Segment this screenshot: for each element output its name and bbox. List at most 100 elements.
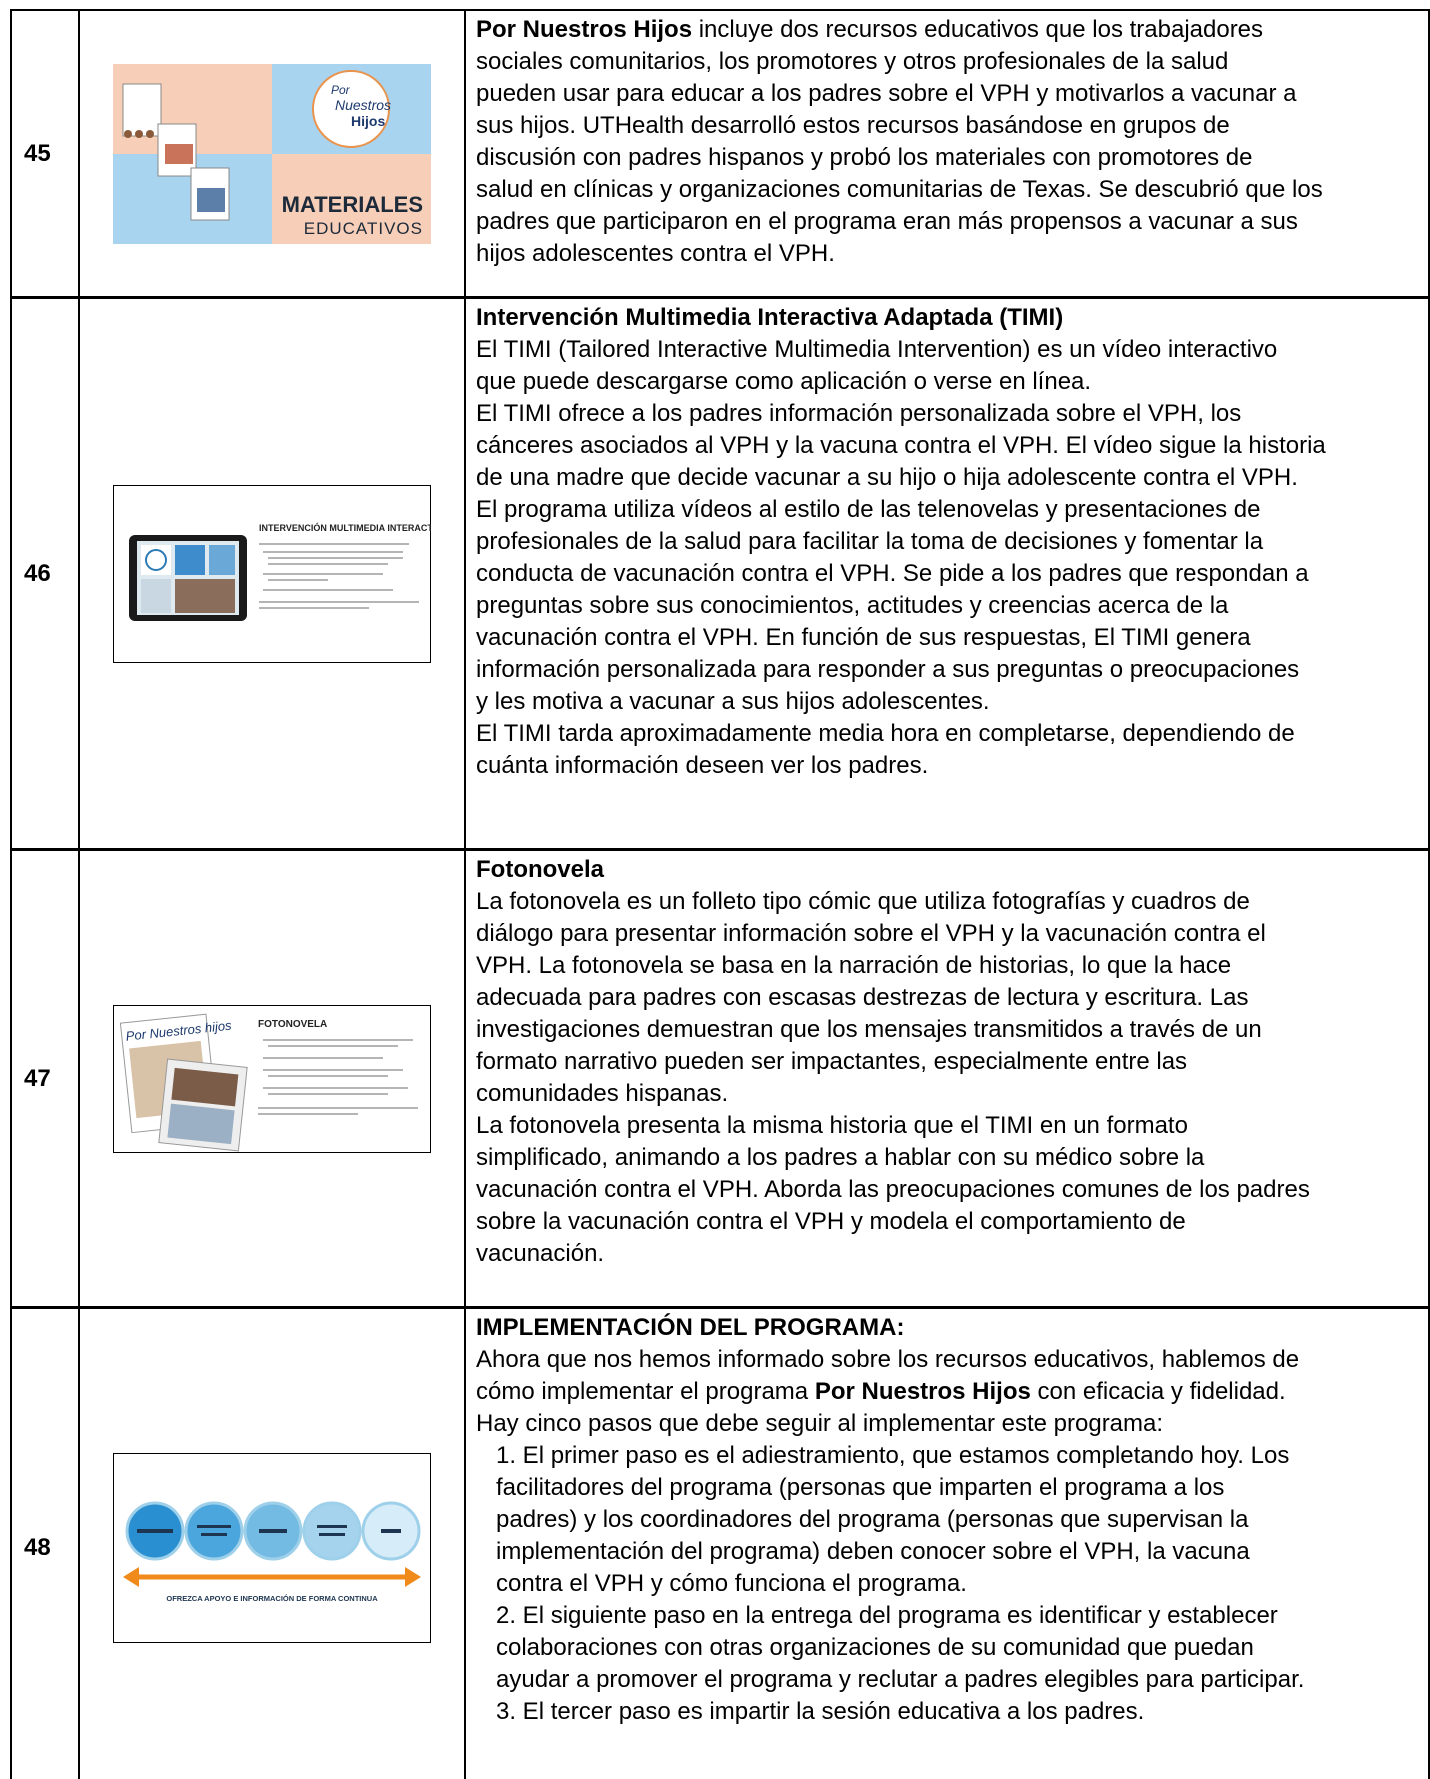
text-line: información personalizada para responder… <box>476 654 1428 686</box>
text-line: sociales comunitarios, los promotores y … <box>476 46 1428 78</box>
text-line: discusión con padres hispanos y probó lo… <box>476 142 1428 174</box>
table-row: 48 OFREZCA APOYO E INFORMACIÓN DE FORMA … <box>12 1309 1428 1779</box>
row-number: 48 <box>12 1309 80 1779</box>
text-run: y les motiva a vacunar a sus hijos adole… <box>476 688 990 715</box>
slide-subtitle: EDUCATIVOS <box>304 219 423 238</box>
text-line: 3. El tercer paso es impartir la sesión … <box>496 1696 1428 1728</box>
text-line: vacunación contra el VPH. Aborda las pre… <box>476 1174 1428 1206</box>
text-run: diálogo para presentar información sobre… <box>476 920 1266 947</box>
text-line: 1. El primer paso es el adiestramiento, … <box>496 1440 1428 1472</box>
text-run: vacunación contra el VPH. Aborda las pre… <box>476 1176 1310 1203</box>
slide-title: FOTONOVELA <box>258 1019 327 1030</box>
text-line: vacunación contra el VPH. En función de … <box>476 622 1428 654</box>
text-run: El TIMI (Tailored Interactive Multimedia… <box>476 336 1278 363</box>
text-line: preguntas sobre sus conocimientos, actit… <box>476 590 1428 622</box>
text-run: conducta de vacunación contra el VPH. Se… <box>476 560 1309 587</box>
slide-thumbnail: INTERVENCIÓN MULTIMEDIA INTERACTIVA ADAP… <box>113 484 431 663</box>
text-line: simplificado, animando a los padres a ha… <box>476 1142 1428 1174</box>
text-run: pueden usar para educar a los padres sob… <box>476 80 1297 107</box>
text-line: VPH. La fotonovela se basa en la narraci… <box>476 950 1428 982</box>
text-run: vacunación contra el VPH. En función de … <box>476 624 1251 651</box>
text-run: preguntas sobre sus conocimientos, actit… <box>476 592 1229 619</box>
table-row: 47 Por Nuestros hijos FOTONOVELA <box>12 851 1428 1309</box>
text-run: con eficacia y fidelidad. <box>1030 1378 1286 1405</box>
text-line: y les motiva a vacunar a sus hijos adole… <box>476 686 1428 718</box>
text-line: diálogo para presentar información sobre… <box>476 918 1428 950</box>
text-run: profesionales de la salud para facilitar… <box>476 528 1264 555</box>
text-run: 2. El siguiente paso en la entrega del p… <box>496 1602 1278 1629</box>
row-number: 45 <box>12 11 80 296</box>
text-run: ayudar a promover el programa y reclutar… <box>496 1666 1305 1693</box>
bold-text: Intervención Multimedia Interactiva Adap… <box>476 304 1064 331</box>
text-run: simplificado, animando a los padres a ha… <box>476 1144 1205 1171</box>
text-run: comunidades hispanas. <box>476 1080 729 1107</box>
table-row: 46 INTERVENCIÓN MULTIMEDIA INTERACTIVA A… <box>12 299 1428 851</box>
text-run: La fotonovela presenta la misma historia… <box>476 1112 1188 1139</box>
logo-text: Por <box>331 83 351 97</box>
text-run: contra el VPH y cómo funciona el program… <box>496 1570 967 1597</box>
text-line: Por Nuestros Hijos incluye dos recursos … <box>476 14 1428 46</box>
row-number: 47 <box>12 851 80 1306</box>
text-run: 3. El tercer paso es impartir la sesión … <box>496 1698 1145 1725</box>
text-run: El programa utiliza vídeos al estilo de … <box>476 496 1261 523</box>
text-line: Intervención Multimedia Interactiva Adap… <box>476 302 1428 334</box>
text-line: adecuada para padres con escasas destrez… <box>476 982 1428 1014</box>
slide-caption: OFREZCA APOYO E INFORMACIÓN DE FORMA CON… <box>166 1594 378 1603</box>
text-run: padres) y los coordinadores del programa… <box>496 1506 1249 1533</box>
bold-text: IMPLEMENTACIÓN DEL PROGRAMA: <box>476 1314 905 1341</box>
text-line: salud en clínicas y organizaciones comun… <box>476 174 1428 206</box>
slide-title: INTERVENCIÓN MULTIMEDIA INTERACTIVA ADAP… <box>259 522 431 533</box>
description: Por Nuestros Hijos incluye dos recursos … <box>466 11 1428 296</box>
text-run: que puede descargarse como aplicación o … <box>476 368 1092 395</box>
text-line: vacunación. <box>476 1238 1428 1270</box>
text-line: hijos adolescentes contra el VPH. <box>476 238 1428 270</box>
description: Intervención Multimedia Interactiva Adap… <box>466 299 1428 848</box>
text-run: sobre la vacunación contra el VPH y mode… <box>476 1208 1186 1235</box>
text-line: Hay cinco pasos que debe seguir al imple… <box>476 1408 1428 1440</box>
text-line: padres que participaron en el programa e… <box>476 206 1428 238</box>
text-run: VPH. La fotonovela se basa en la narraci… <box>476 952 1232 979</box>
text-line: sus hijos. UTHealth desarrolló estos rec… <box>476 110 1428 142</box>
text-run: colaboraciones con otras organizaciones … <box>496 1634 1254 1661</box>
table: 45 Por Nuestros Hijos MATERIALES EDUCATI… <box>10 9 1430 1779</box>
text-run: sociales comunitarios, los promotores y … <box>476 48 1229 75</box>
thumbnail-cell: Por Nuestros hijos FOTONOVELA <box>80 851 466 1306</box>
text-line: pueden usar para educar a los padres sob… <box>476 78 1428 110</box>
text-run: Hay cinco pasos que debe seguir al imple… <box>476 1410 1164 1437</box>
description: IMPLEMENTACIÓN DEL PROGRAMA: Ahora que no… <box>466 1309 1428 1779</box>
step: 2. El siguiente paso en la entrega del p… <box>476 1600 1428 1696</box>
text-line: cuánta información deseen ver los padres… <box>476 750 1428 782</box>
description: Fotonovela La fotonovela es un folleto ti… <box>466 851 1428 1306</box>
text-line: contra el VPH y cómo funciona el program… <box>496 1568 1428 1600</box>
bold-text: Fotonovela <box>476 856 605 883</box>
text-line: Ahora que nos hemos informado sobre los … <box>476 1344 1428 1376</box>
text-run: implementación del programa) deben conoc… <box>496 1538 1250 1565</box>
row-number: 46 <box>12 299 80 848</box>
bold-text: Por Nuestros Hijos <box>814 1378 1031 1405</box>
text-line: cánceres asociados al VPH y la vacuna co… <box>476 430 1428 462</box>
text-line: El TIMI (Tailored Interactive Multimedia… <box>476 334 1428 366</box>
logo-text: Hijos <box>351 113 385 129</box>
text-run: padres que participaron en el programa e… <box>476 208 1298 235</box>
text-line: conducta de vacunación contra el VPH. Se… <box>476 558 1428 590</box>
text-run: El TIMI ofrece a los padres información … <box>476 400 1242 427</box>
text-run: facilitadores del programa (personas que… <box>496 1474 1225 1501</box>
slide-thumbnail: Por Nuestros hijos FOTONOVELA <box>113 1004 431 1153</box>
text-run: formato narrativo pueden ser impactantes… <box>476 1048 1188 1075</box>
text-run: cuánta información deseen ver los padres… <box>476 752 929 779</box>
text-line: La fotonovela presenta la misma historia… <box>476 1110 1428 1142</box>
text-run: sus hijos. UTHealth desarrolló estos rec… <box>476 112 1230 139</box>
text-line: El programa utiliza vídeos al estilo de … <box>476 494 1428 526</box>
text-line: comunidades hispanas. <box>476 1078 1428 1110</box>
text-line: implementación del programa) deben conoc… <box>496 1536 1428 1568</box>
thumbnail-cell: INTERVENCIÓN MULTIMEDIA INTERACTIVA ADAP… <box>80 299 466 848</box>
text-run: hijos adolescentes contra el VPH. <box>476 240 835 267</box>
slide-title: MATERIALES <box>282 192 423 217</box>
slide-thumbnail: Por Nuestros Hijos MATERIALES EDUCATIVOS <box>113 63 431 244</box>
text-line: de una madre que decide vacunar a su hij… <box>476 462 1428 494</box>
text-run: cómo implementar el programa <box>476 1378 815 1405</box>
logo-text: Nuestros <box>335 97 391 113</box>
slide-thumbnail: OFREZCA APOYO E INFORMACIÓN DE FORMA CON… <box>113 1452 431 1643</box>
table-row: 45 Por Nuestros Hijos MATERIALES EDUCATI… <box>12 11 1428 299</box>
